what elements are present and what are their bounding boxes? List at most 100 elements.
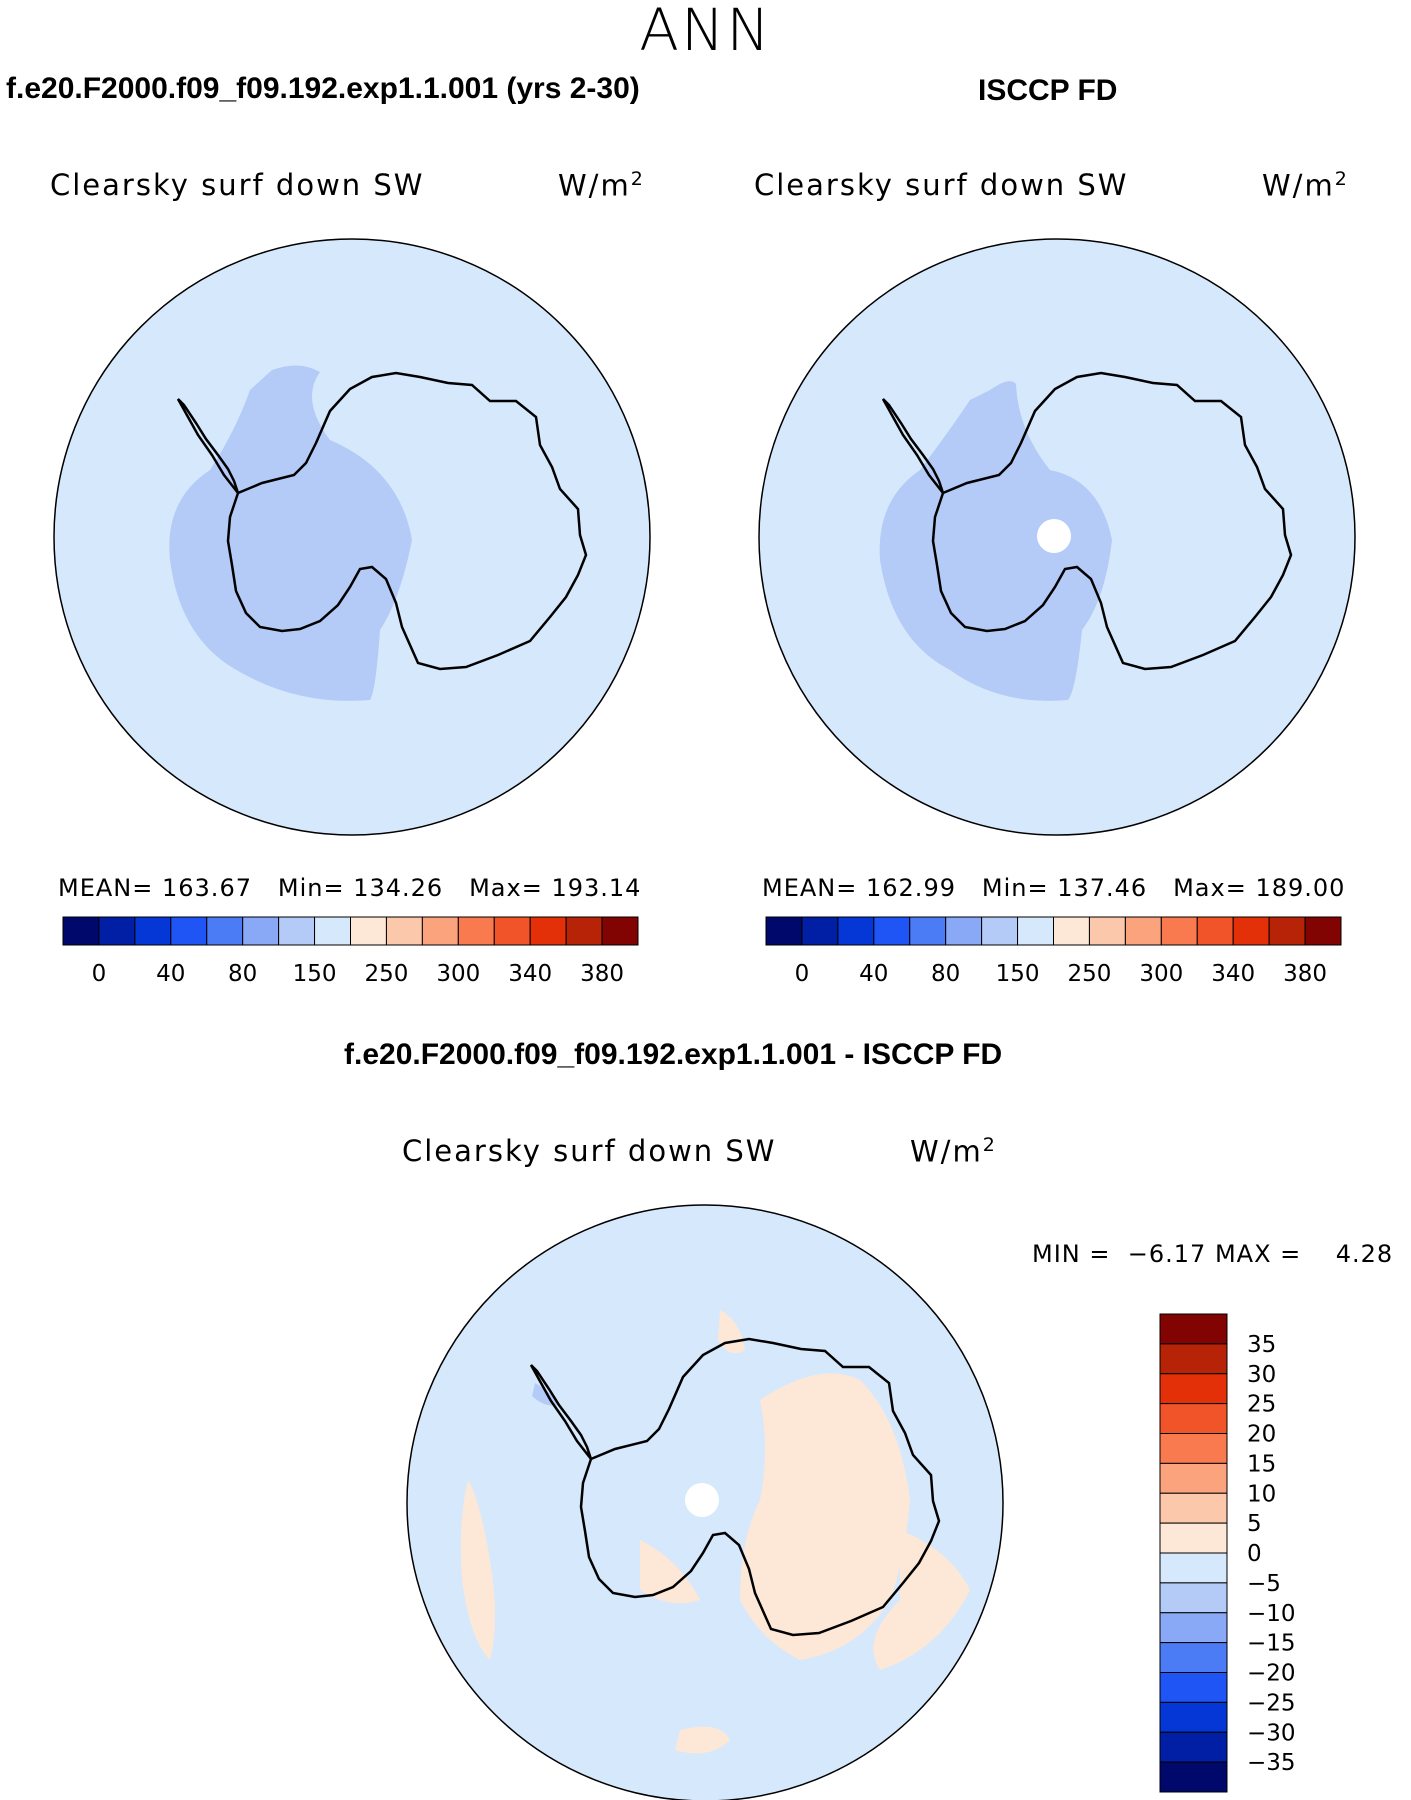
right-colorbar-box-12 xyxy=(1196,916,1234,946)
diff-stats: MIN = −6.17 MAX = 4.28 xyxy=(1032,1240,1394,1268)
right-colorbar-box-9 xyxy=(1088,916,1126,946)
diff-colorbar-label: 35 xyxy=(1247,1332,1276,1358)
diff-colorbar-box-11 xyxy=(1159,1642,1228,1673)
diff-colorbar-box-15 xyxy=(1159,1761,1228,1793)
diff-colorbar-label: 20 xyxy=(1247,1422,1276,1448)
left-colorbar-box-2 xyxy=(134,916,172,946)
left-colorbar-box-13 xyxy=(529,916,567,946)
left-variable-label: Clearsky surf down SW xyxy=(50,168,425,202)
right-colorbar-box-8 xyxy=(1053,916,1090,946)
diff-map-positive-regions xyxy=(460,1310,970,1754)
diff-map xyxy=(406,1204,1004,1800)
diff-colorbar-box-1 xyxy=(1159,1343,1228,1375)
diff-map-border xyxy=(406,1204,1004,1800)
left-colorbar-box-12 xyxy=(493,916,531,946)
left-colorbar-box-3 xyxy=(170,916,208,946)
left-colorbar-label: 250 xyxy=(364,961,408,987)
diff-colorbar-box-2 xyxy=(1159,1373,1228,1405)
diff-colorbar-box-12 xyxy=(1159,1672,1228,1703)
diff-colorbar-box-5 xyxy=(1159,1462,1228,1494)
right-colorbar-label: 380 xyxy=(1283,961,1327,987)
right-colorbar-label: 340 xyxy=(1211,961,1255,987)
right-units-label: W/m2 xyxy=(1262,168,1347,203)
right-colorbar-label: 150 xyxy=(996,961,1040,987)
diff-colorbar-label: 25 xyxy=(1247,1392,1276,1418)
right-colorbar-label: 300 xyxy=(1139,961,1183,987)
right-colorbar-box-5 xyxy=(945,916,983,946)
diff-map-cream-center xyxy=(640,1540,700,1604)
left-colorbar-box-8 xyxy=(350,916,387,946)
diff-colorbar: 35 30 25 20 15 10 5 0 −5 −10 −15 −20 −25 −30 −35 xyxy=(1159,1313,1296,1793)
left-colorbar-label: 40 xyxy=(156,961,185,987)
left-stats: MEAN= 163.67 Min= 134.26 Max= 193.14 xyxy=(58,874,642,902)
right-colorbar-box-1 xyxy=(801,916,839,946)
diff-colorbar-label: 5 xyxy=(1247,1511,1262,1537)
right-colorbar: 0 40 80 150 250 300 340 380 xyxy=(765,916,1342,987)
diff-colorbar-box-3 xyxy=(1159,1403,1228,1434)
right-panel-title: ISCCP FD xyxy=(978,74,1118,107)
left-colorbar-box-11 xyxy=(457,916,495,946)
left-colorbar-box-4 xyxy=(206,916,244,946)
diff-colorbar-label: −30 xyxy=(1247,1720,1296,1746)
left-map-blue-region xyxy=(169,365,412,701)
diff-colorbar-label: −35 xyxy=(1247,1750,1296,1776)
left-colorbar-label: 300 xyxy=(436,961,480,987)
left-panel-title: f.e20.F2000.f09_f09.192.exp1.1.001 (yrs … xyxy=(6,72,640,105)
diff-colorbar-label: 15 xyxy=(1247,1451,1276,1477)
diff-map-cream-south xyxy=(675,1726,730,1754)
left-colorbar-box-0 xyxy=(62,916,100,946)
left-colorbar-label: 80 xyxy=(228,961,257,987)
right-colorbar-box-4 xyxy=(909,916,947,946)
right-colorbar-label: 40 xyxy=(859,961,888,987)
right-colorbar-box-2 xyxy=(837,916,875,946)
diff-colorbar-box-7 xyxy=(1159,1522,1228,1554)
diff-map-pole-hole xyxy=(685,1483,719,1517)
right-map-pole-hole xyxy=(1037,519,1071,553)
right-colorbar-box-15 xyxy=(1304,916,1342,946)
right-map xyxy=(758,238,1356,836)
diff-colorbar-label: −25 xyxy=(1247,1690,1296,1716)
right-variable-label: Clearsky surf down SW xyxy=(754,168,1129,202)
diff-units-label: W/m2 xyxy=(910,1134,995,1169)
right-colorbar-label: 250 xyxy=(1067,961,1111,987)
left-colorbar-label: 150 xyxy=(293,961,337,987)
diff-colorbar-label: −10 xyxy=(1247,1601,1296,1627)
left-colorbar-box-14 xyxy=(565,916,603,946)
diff-colorbar-label: −20 xyxy=(1247,1661,1296,1687)
right-colorbar-box-14 xyxy=(1268,916,1306,946)
diff-variable-label: Clearsky surf down SW xyxy=(402,1134,777,1168)
right-colorbar-box-3 xyxy=(873,916,911,946)
right-map-border xyxy=(758,238,1356,836)
left-map xyxy=(53,238,651,836)
left-colorbar-label: 0 xyxy=(92,961,107,987)
right-colorbar-box-11 xyxy=(1160,916,1198,946)
left-colorbar: 0 40 80 150 250 300 340 380 xyxy=(62,916,639,987)
diff-map-cream-west xyxy=(460,1480,495,1660)
diff-colorbar-box-4 xyxy=(1159,1433,1228,1464)
left-units-label: W/m2 xyxy=(558,168,643,203)
diff-map-cream-offshore xyxy=(873,1530,970,1670)
diff-colorbar-box-10 xyxy=(1159,1612,1228,1644)
diff-colorbar-box-9 xyxy=(1159,1582,1228,1614)
left-colorbar-box-1 xyxy=(98,916,136,946)
left-colorbar-box-15 xyxy=(601,916,639,946)
left-colorbar-box-10 xyxy=(421,916,459,946)
left-colorbar-box-7 xyxy=(314,916,351,946)
right-colorbar-label: 0 xyxy=(795,961,810,987)
right-colorbar-box-13 xyxy=(1232,916,1270,946)
right-map-blue-region xyxy=(879,381,1112,701)
right-colorbar-box-10 xyxy=(1124,916,1162,946)
diff-colorbar-label: 0 xyxy=(1247,1541,1262,1567)
right-colorbar-box-7 xyxy=(1017,916,1054,946)
diff-colorbar-label: −5 xyxy=(1247,1571,1281,1597)
diff-colorbar-box-13 xyxy=(1159,1701,1228,1733)
season-title: ANN xyxy=(639,0,772,64)
right-colorbar-box-6 xyxy=(981,916,1019,946)
diff-colorbar-box-6 xyxy=(1159,1492,1228,1524)
left-colorbar-box-5 xyxy=(242,916,280,946)
diff-colorbar-label: 10 xyxy=(1247,1481,1276,1507)
left-colorbar-label: 380 xyxy=(580,961,624,987)
right-colorbar-box-0 xyxy=(765,916,803,946)
left-colorbar-label: 340 xyxy=(508,961,552,987)
